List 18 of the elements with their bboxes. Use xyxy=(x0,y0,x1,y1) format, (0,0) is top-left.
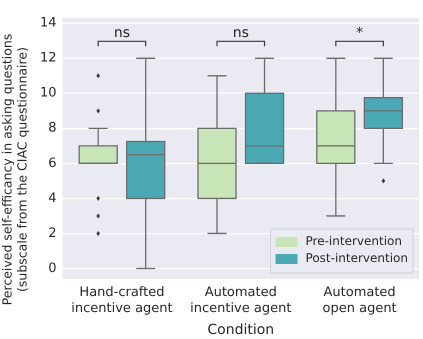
legend-label: Post-intervention xyxy=(306,251,408,266)
y-tick-label: 14 xyxy=(40,16,57,31)
y-tick-label: 4 xyxy=(48,190,57,206)
x-tick-label: Automated open agent xyxy=(322,285,397,316)
annotation: * xyxy=(356,24,364,41)
y-axis-title: Perceived self-efficancy in asking questions (subscale from the CIAC questionnaire) xyxy=(0,34,30,306)
x-tick-label: Hand-crafted incentive agent xyxy=(71,285,173,316)
y-tick-label: 12 xyxy=(40,50,57,66)
annotation: ns xyxy=(114,24,130,41)
legend-label: Pre-intervention xyxy=(306,234,402,248)
annotation: ns xyxy=(232,24,249,41)
x-tick-label: Automated incentive agent xyxy=(190,285,292,316)
y-tick-label: 10 xyxy=(40,86,57,101)
y-tick-label: 2 xyxy=(48,226,57,241)
x-axis-title: Condition xyxy=(207,322,274,338)
y-tick-label: 0 xyxy=(48,260,57,276)
y-tick-label: 6 xyxy=(48,156,57,171)
y-tick-label: 8 xyxy=(48,120,57,136)
